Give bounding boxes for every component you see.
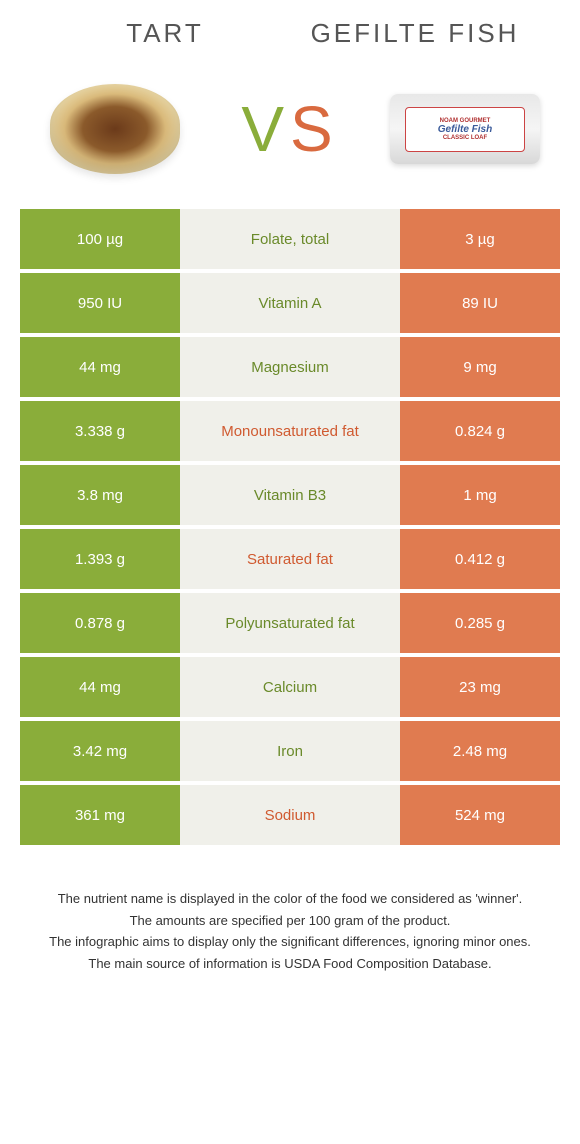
- value-right: 1 mg: [400, 465, 560, 525]
- footnote-line: The amounts are specified per 100 gram o…: [30, 911, 550, 931]
- value-right: 524 mg: [400, 785, 560, 845]
- comparison-table: 100 µgFolate, total3 µg950 IUVitamin A89…: [0, 209, 580, 845]
- table-row: 3.42 mgIron2.48 mg: [20, 721, 560, 781]
- value-left: 0.878 g: [20, 593, 180, 653]
- value-left: 361 mg: [20, 785, 180, 845]
- table-row: 44 mgMagnesium9 mg: [20, 337, 560, 397]
- table-row: 3.338 gMonounsaturated fat0.824 g: [20, 401, 560, 461]
- value-left: 1.393 g: [20, 529, 180, 589]
- nutrient-name: Monounsaturated fat: [180, 401, 400, 461]
- header: tart gefilte fish: [0, 0, 580, 59]
- nutrient-name: Folate, total: [180, 209, 400, 269]
- nutrient-name: Saturated fat: [180, 529, 400, 589]
- table-row: 3.8 mgVitamin B31 mg: [20, 465, 560, 525]
- package-product: Gefilte Fish: [438, 124, 492, 135]
- footnotes: The nutrient name is displayed in the co…: [0, 849, 580, 1005]
- value-left: 100 µg: [20, 209, 180, 269]
- nutrient-name: Vitamin B3: [180, 465, 400, 525]
- value-left: 44 mg: [20, 657, 180, 717]
- food-title-right: gefilte fish: [290, 18, 540, 49]
- nutrient-name: Magnesium: [180, 337, 400, 397]
- nutrient-name: Iron: [180, 721, 400, 781]
- value-right: 0.412 g: [400, 529, 560, 589]
- vs-s: S: [290, 93, 339, 165]
- value-right: 3 µg: [400, 209, 560, 269]
- value-right: 9 mg: [400, 337, 560, 397]
- hero: VS NOAM GOURMET Gefilte Fish CLASSIC LOA…: [0, 59, 580, 209]
- table-row: 44 mgCalcium23 mg: [20, 657, 560, 717]
- footnote-line: The infographic aims to display only the…: [30, 932, 550, 952]
- tart-icon: [50, 84, 180, 174]
- table-row: 361 mgSodium524 mg: [20, 785, 560, 845]
- table-row: 0.878 gPolyunsaturated fat0.285 g: [20, 593, 560, 653]
- value-left: 3.338 g: [20, 401, 180, 461]
- nutrient-name: Sodium: [180, 785, 400, 845]
- vs-v: V: [241, 93, 290, 165]
- value-right: 89 IU: [400, 273, 560, 333]
- value-left: 950 IU: [20, 273, 180, 333]
- fish-package-icon: NOAM GOURMET Gefilte Fish CLASSIC LOAF: [390, 94, 540, 164]
- nutrient-name: Calcium: [180, 657, 400, 717]
- gefilte-fish-image: NOAM GOURMET Gefilte Fish CLASSIC LOAF: [390, 79, 540, 179]
- value-right: 0.285 g: [400, 593, 560, 653]
- package-variant: CLASSIC LOAF: [443, 135, 487, 141]
- value-right: 0.824 g: [400, 401, 560, 461]
- value-left: 44 mg: [20, 337, 180, 397]
- value-right: 2.48 mg: [400, 721, 560, 781]
- footnote-line: The main source of information is USDA F…: [30, 954, 550, 974]
- table-row: 1.393 gSaturated fat0.412 g: [20, 529, 560, 589]
- footnote-line: The nutrient name is displayed in the co…: [30, 889, 550, 909]
- value-left: 3.8 mg: [20, 465, 180, 525]
- vs-label: VS: [241, 92, 338, 166]
- food-title-left: tart: [40, 18, 290, 49]
- table-row: 100 µgFolate, total3 µg: [20, 209, 560, 269]
- nutrient-name: Polyunsaturated fat: [180, 593, 400, 653]
- value-left: 3.42 mg: [20, 721, 180, 781]
- table-row: 950 IUVitamin A89 IU: [20, 273, 560, 333]
- nutrient-name: Vitamin A: [180, 273, 400, 333]
- fish-package-label: NOAM GOURMET Gefilte Fish CLASSIC LOAF: [405, 107, 525, 152]
- tart-image: [40, 79, 190, 179]
- value-right: 23 mg: [400, 657, 560, 717]
